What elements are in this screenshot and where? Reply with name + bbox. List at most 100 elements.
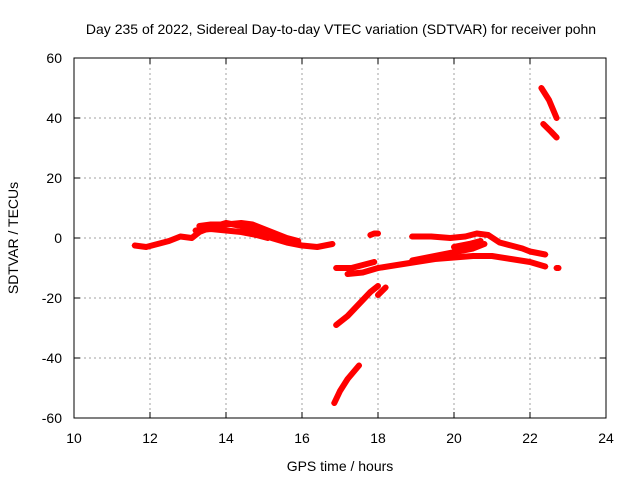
- y-tick-label: 0: [54, 230, 62, 246]
- data-point: [192, 227, 199, 234]
- data-point: [534, 250, 541, 256]
- series-arc-9: [451, 238, 484, 250]
- data-point: [329, 241, 336, 247]
- data-point: [348, 265, 355, 271]
- data-point: [451, 254, 457, 261]
- data-point: [344, 376, 351, 382]
- y-axis-label: SDTVAR / TECUs: [5, 182, 21, 294]
- data-point: [424, 254, 431, 261]
- chart-title: Day 235 of 2022, Sidereal Day-to-day VTE…: [86, 21, 596, 37]
- data-point: [375, 292, 381, 298]
- data-point: [473, 230, 480, 237]
- data-point: [428, 233, 435, 240]
- series-trace: [344, 253, 549, 277]
- x-tick-label: 20: [446, 430, 462, 446]
- data-point: [547, 128, 554, 135]
- y-tick-label: -60: [42, 410, 62, 426]
- data-point: [496, 239, 503, 246]
- data-point: [555, 265, 562, 271]
- x-tick-label: 14: [218, 430, 234, 446]
- data-point: [367, 289, 374, 295]
- data-point: [542, 251, 549, 258]
- data-point: [352, 367, 359, 373]
- series-trace: [333, 259, 378, 271]
- data-point: [540, 121, 547, 127]
- series-trace: [375, 284, 389, 298]
- data-point: [359, 269, 366, 276]
- series-arc-15: [553, 265, 562, 271]
- series-arc-2: [196, 220, 302, 244]
- data-point: [367, 232, 374, 238]
- x-tick-label: 12: [142, 430, 158, 446]
- x-tick-label: 24: [598, 430, 614, 446]
- data-point: [508, 242, 514, 249]
- y-tick-label: 60: [46, 50, 62, 66]
- y-tick-label: -20: [42, 290, 62, 306]
- series-arc-7: [409, 230, 549, 258]
- data-point: [272, 230, 279, 237]
- data-point: [508, 256, 514, 262]
- x-tick-label: 10: [66, 430, 82, 446]
- series-arc-11: [375, 284, 389, 298]
- data-point: [356, 362, 362, 369]
- data-point: [344, 313, 351, 319]
- data-point: [333, 265, 340, 271]
- data-point: [485, 232, 492, 238]
- x-tick-label: 22: [522, 430, 538, 446]
- data-point: [295, 238, 302, 244]
- data-point: [382, 284, 389, 291]
- series-arc-14: [540, 121, 560, 141]
- data-point: [375, 265, 381, 271]
- data-point: [542, 263, 549, 270]
- data-point: [154, 241, 161, 247]
- data-point: [546, 97, 552, 103]
- y-tick-label: 20: [46, 170, 62, 186]
- series-arc-12: [331, 362, 362, 406]
- x-tick-label: 16: [294, 430, 310, 446]
- data-point: [261, 226, 267, 232]
- data-point: [394, 262, 400, 268]
- x-axis-label: GPS time / hours: [287, 458, 394, 474]
- series-arc-10: [333, 283, 381, 328]
- data-point: [223, 221, 229, 228]
- data-point: [553, 134, 560, 141]
- data-point: [331, 400, 338, 406]
- data-point: [188, 235, 195, 241]
- data-point: [249, 221, 256, 228]
- series-arc-3: [192, 226, 271, 241]
- grid: [74, 58, 606, 418]
- axis-ticks: 10 12 14 16 18 20 22 24 -60 -40 -20 0 20 40 60: [42, 50, 614, 446]
- data-point: [409, 257, 416, 264]
- data-point: [538, 85, 545, 91]
- data-point: [439, 251, 446, 258]
- series-arc-13: [538, 85, 560, 121]
- data-point: [314, 244, 321, 250]
- data-point: [337, 388, 343, 394]
- data-point: [409, 233, 416, 240]
- y-tick-label: -40: [42, 350, 62, 366]
- data-point: [264, 235, 271, 241]
- data-point: [451, 244, 457, 250]
- data-series: [131, 85, 562, 406]
- data-point: [131, 242, 138, 249]
- data-point: [527, 248, 533, 255]
- data-point: [466, 241, 473, 247]
- data-point: [375, 283, 381, 289]
- data-point: [207, 226, 214, 232]
- data-point: [299, 242, 305, 249]
- data-point: [143, 244, 150, 250]
- data-point: [375, 230, 381, 237]
- data-point: [166, 238, 172, 244]
- data-point: [238, 220, 245, 226]
- x-tick-label: 18: [370, 430, 386, 446]
- data-point: [454, 248, 461, 255]
- data-point: [481, 241, 488, 247]
- series-arc-5: [333, 259, 378, 271]
- data-point: [527, 259, 533, 265]
- data-point: [470, 245, 476, 252]
- series-arc-4: [367, 230, 381, 238]
- data-point: [371, 259, 378, 265]
- data-point: [333, 322, 340, 328]
- data-point: [283, 235, 290, 241]
